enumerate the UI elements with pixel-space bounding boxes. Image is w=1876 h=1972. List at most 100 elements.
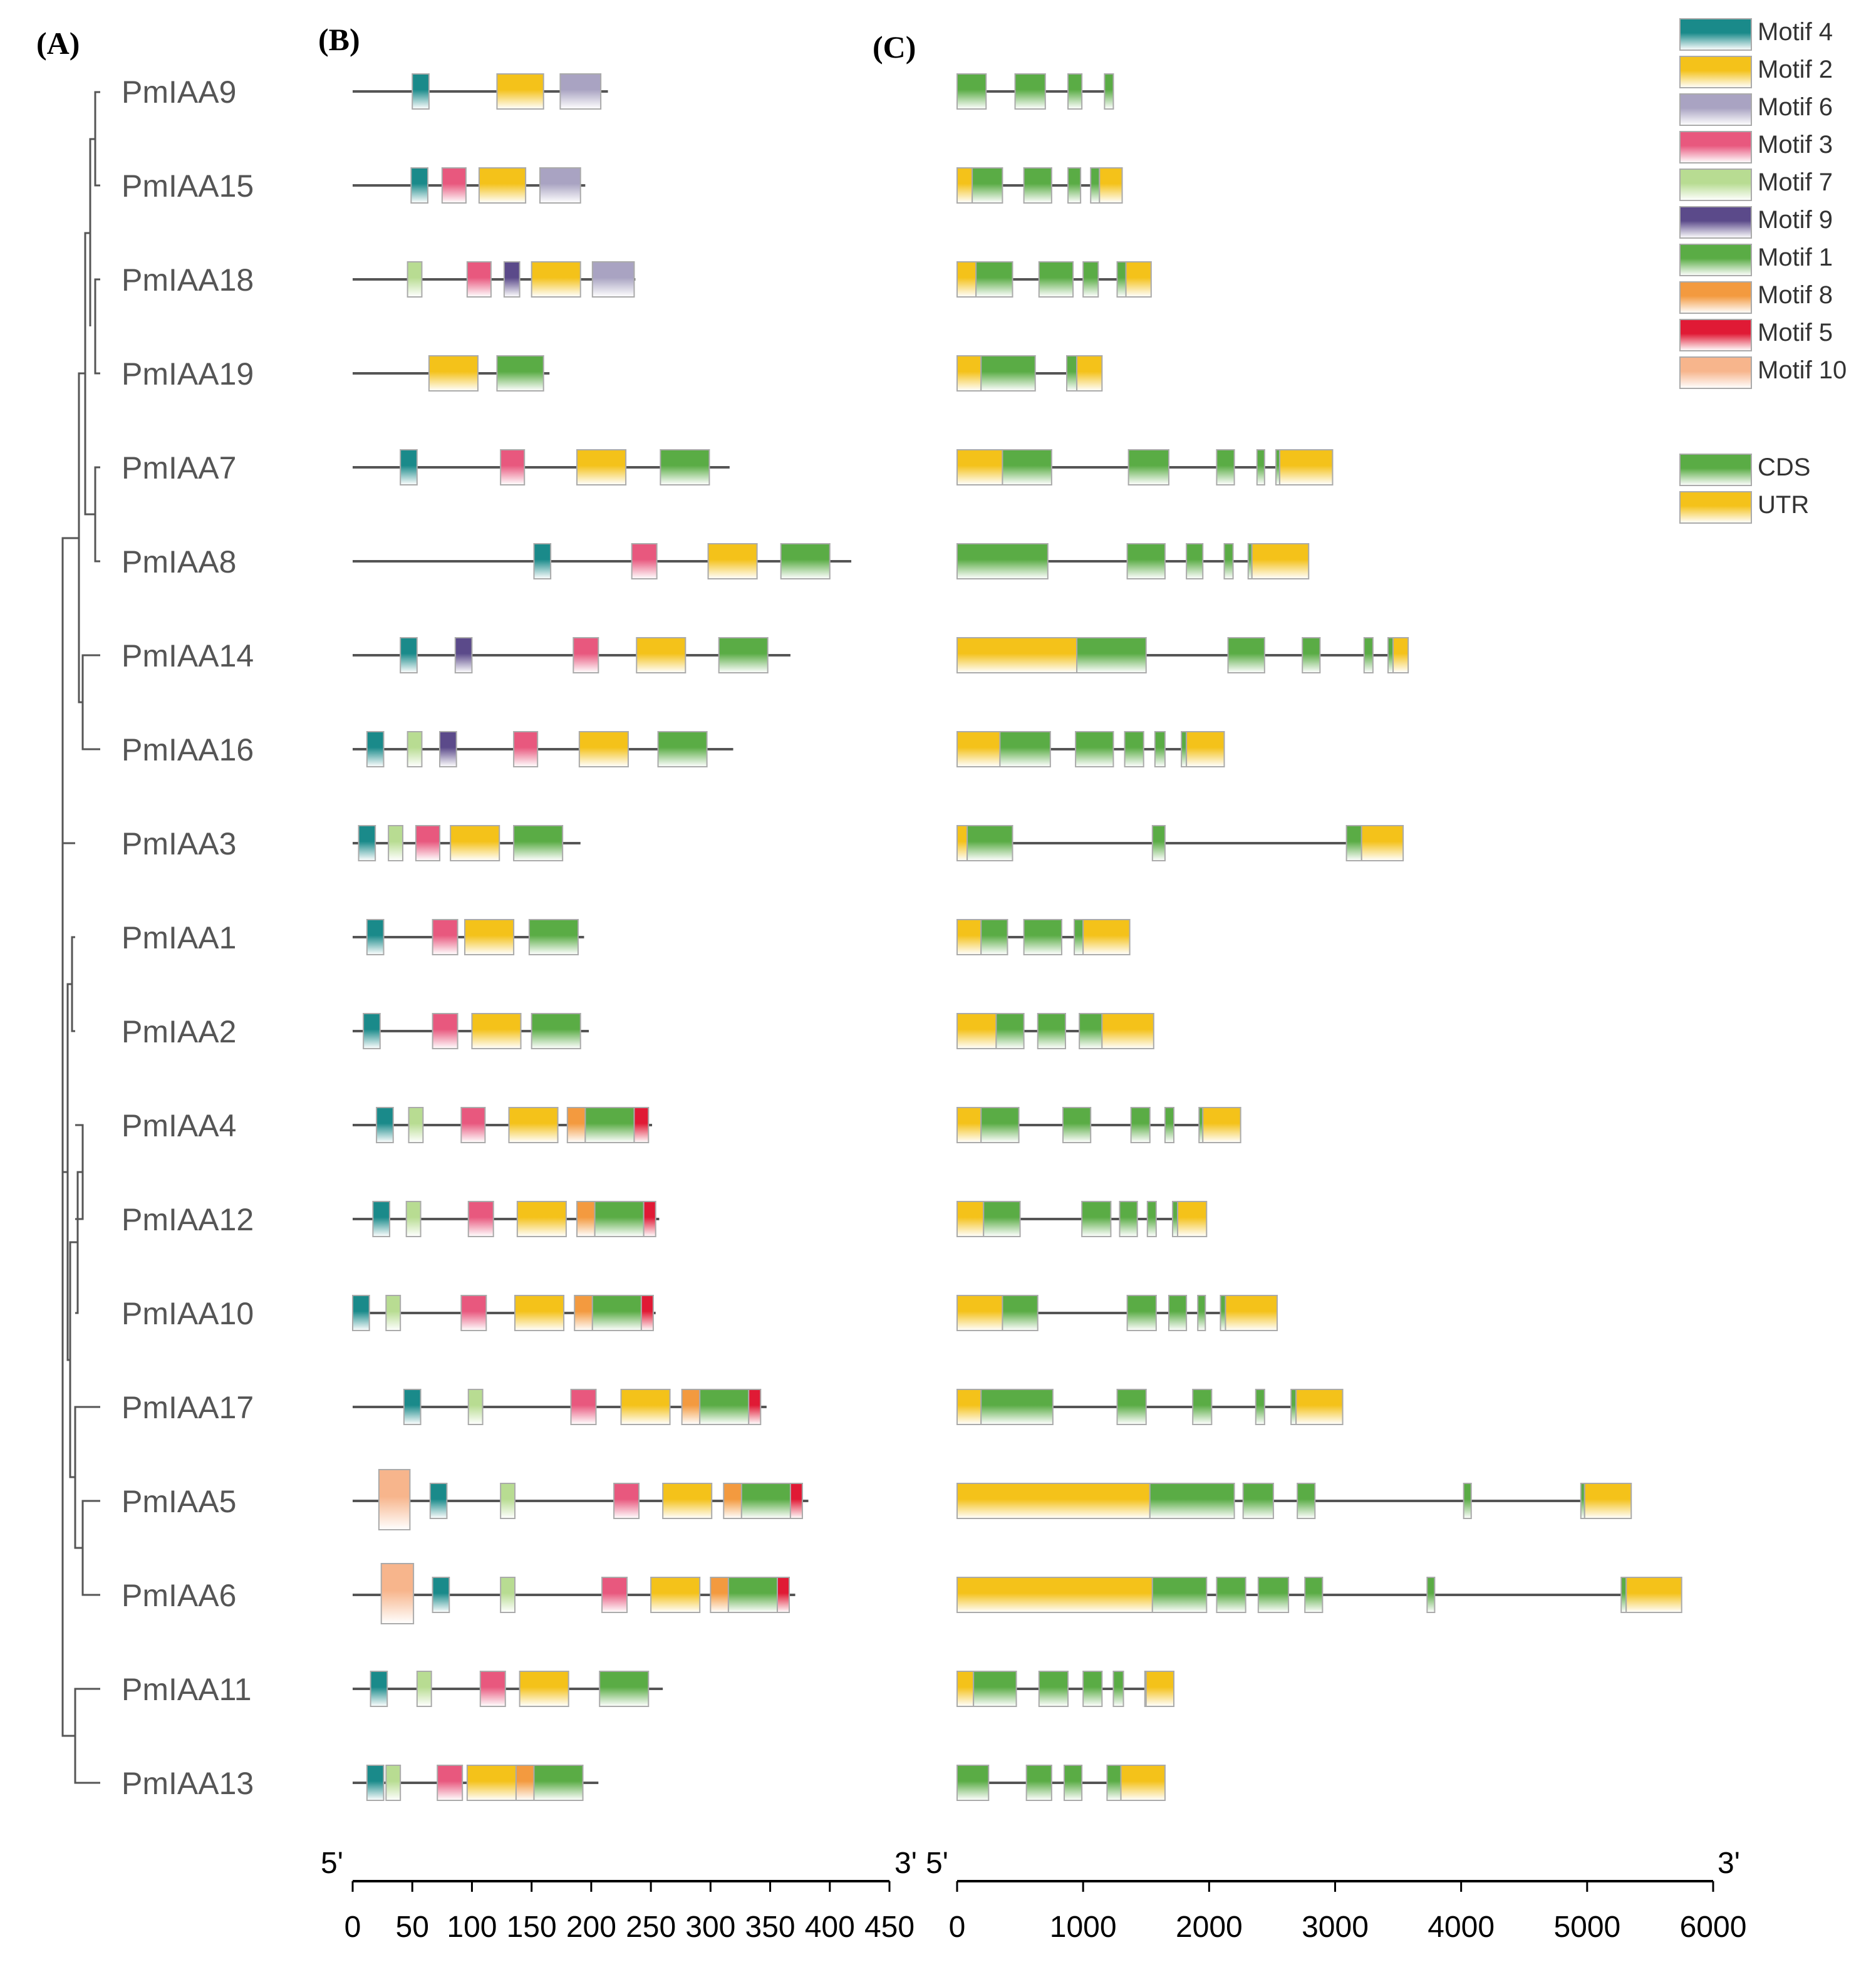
legend-item: Motif 6 (1679, 93, 1833, 126)
structure-row (956, 1107, 1241, 1143)
motif-block-m2 (620, 1389, 671, 1425)
cds-block (1023, 167, 1052, 204)
structure-axis-tick-label: 1000 (1050, 1911, 1117, 1944)
motif-block-m5 (776, 1577, 790, 1613)
cds-block (1345, 825, 1362, 861)
motif-axis-tick-label: 50 (396, 1911, 429, 1944)
legend-swatch (1679, 56, 1752, 88)
motif-block-m2 (531, 261, 581, 298)
cds-block (972, 167, 1003, 204)
motif-block-m1 (594, 1201, 645, 1237)
cds-block (1257, 1577, 1290, 1613)
motif-block-m7 (408, 1107, 424, 1143)
cds-block (1119, 1201, 1138, 1237)
motif-block-m1 (740, 1483, 791, 1519)
legend-label: Motif 9 (1758, 206, 1833, 234)
motif-block-m7 (500, 1577, 516, 1613)
motif-block-m3 (513, 731, 539, 767)
cds-block (1426, 1577, 1436, 1613)
cds-block (1081, 1201, 1112, 1237)
structure-axis-tick-label: 0 (949, 1911, 966, 1944)
legend-item: Motif 2 (1679, 56, 1833, 88)
utr-block (956, 355, 982, 392)
motif-block-m8 (515, 1765, 535, 1801)
legend-swatch (1679, 18, 1752, 51)
cds-block (1025, 1765, 1052, 1801)
motif-axis-tick-label: 350 (745, 1911, 795, 1944)
cds-block (967, 825, 1013, 861)
motif-block-m2 (471, 1013, 522, 1049)
motif-panel (352, 73, 852, 1801)
motif-block-m4 (366, 919, 385, 955)
motif-block-m2 (707, 543, 758, 579)
structure-axis-tick-label: 2000 (1176, 1911, 1243, 1944)
cds-block (1126, 543, 1166, 579)
legend-item: UTR (1679, 491, 1809, 524)
legend-swatch (1679, 206, 1752, 239)
motif-row (353, 73, 608, 110)
cds-block (1154, 731, 1166, 767)
gene-label: PmIAA17 (122, 1390, 254, 1425)
legend-item: Motif 3 (1679, 131, 1833, 163)
motif-row (353, 355, 550, 392)
structure-row (956, 1201, 1208, 1237)
motif-row (353, 1765, 599, 1801)
structure-row (956, 261, 1152, 298)
structure-row (956, 1483, 1632, 1519)
structure-row (956, 1013, 1154, 1049)
motif-block-m7 (407, 261, 423, 298)
motif-block-m3 (500, 449, 526, 485)
structure-axis-5prime: 5' (926, 1847, 948, 1880)
gene-label: PmIAA9 (122, 75, 236, 110)
cds-block (975, 261, 1013, 298)
panel-label-c: (C) (873, 29, 916, 65)
cds-block (1302, 637, 1321, 673)
gene-label: PmIAA19 (122, 356, 254, 392)
utr-block (956, 1577, 1153, 1613)
motif-block-m3 (479, 1671, 506, 1707)
motif-axis-tick-label: 150 (507, 1911, 557, 1944)
motif-block-m1 (533, 1765, 584, 1801)
gene-label: PmIAA5 (122, 1484, 236, 1519)
motif-block-m7 (407, 731, 423, 767)
motif-block-m1 (584, 1107, 635, 1143)
cds-block (1067, 167, 1082, 204)
motif-block-m2 (662, 1483, 713, 1519)
motif-block-m3 (613, 1483, 640, 1519)
cds-block (1220, 1295, 1226, 1331)
cds-block (980, 1389, 1054, 1425)
motif-block-m8 (566, 1107, 586, 1143)
gene-labels: PmIAA9 PmIAA15 PmIAA18 PmIAA19 PmIAA7 PmIAA8 P… (122, 75, 254, 1801)
motif-block-m3 (437, 1765, 464, 1801)
utr-block (1125, 261, 1152, 298)
legend-item: CDS (1679, 454, 1810, 486)
utr-block (956, 825, 968, 861)
motif-block-m8 (681, 1389, 701, 1425)
cds-block (1186, 543, 1204, 579)
motif-block-m4 (412, 73, 430, 110)
motif-row (353, 919, 584, 955)
utr-block (956, 449, 1003, 485)
utr-block (956, 1107, 982, 1143)
motif-block-m4 (400, 449, 418, 485)
motif-row (353, 731, 733, 767)
utr-block (1082, 919, 1131, 955)
cds-block (1130, 1107, 1151, 1143)
structure-axis-3prime: 3' (1718, 1847, 1740, 1880)
motif-block-m2 (464, 919, 515, 955)
motif-block-m1 (599, 1671, 650, 1707)
motif-row (353, 1107, 653, 1143)
cds-block (1002, 449, 1052, 485)
utr-block (956, 637, 1078, 673)
cds-block (980, 1107, 1020, 1143)
motif-block-m9 (454, 637, 473, 673)
structure-axis: 5' 3' 0 1000 2000 3000 4000 5000 6000 (926, 1847, 1746, 1944)
structure-row (956, 73, 1114, 110)
cds-block (1297, 1483, 1316, 1519)
motif-row (353, 1013, 589, 1049)
legend-item: Motif 5 (1679, 319, 1833, 351)
cds-block (1082, 1671, 1103, 1707)
motif-axis-tick-label: 450 (864, 1911, 915, 1944)
panel-label-a: (A) (36, 26, 80, 61)
cds-block (1242, 1483, 1274, 1519)
